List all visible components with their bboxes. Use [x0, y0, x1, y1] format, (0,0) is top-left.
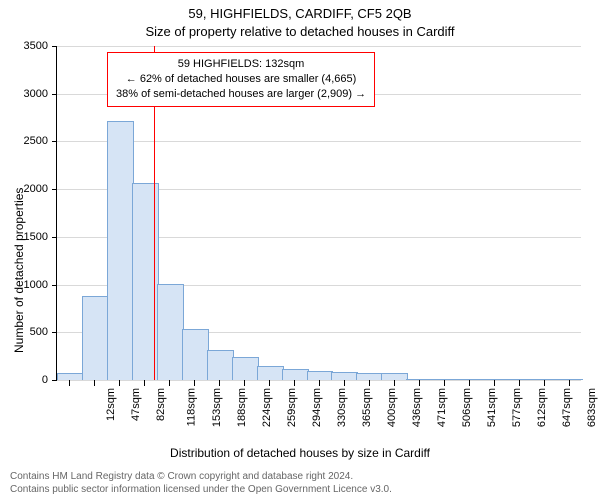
x-tick-mark — [444, 380, 445, 386]
x-tick-mark — [519, 380, 520, 386]
x-tick-label: 118sqm — [186, 388, 198, 426]
y-tick-mark — [52, 380, 57, 381]
annotation-line: ← 62% of detached houses are smaller (4,… — [116, 72, 366, 87]
histogram-bar — [282, 369, 309, 380]
x-tick-label: 82sqm — [155, 388, 167, 421]
x-tick-label: 577sqm — [511, 388, 523, 427]
x-tick-mark — [344, 380, 345, 386]
histogram-bar — [207, 350, 234, 380]
histogram-bar — [381, 373, 408, 380]
x-tick-label: 294sqm — [311, 388, 323, 427]
footer-line1: Contains HM Land Registry data © Crown c… — [10, 470, 392, 483]
x-tick-label: 471sqm — [436, 388, 448, 427]
x-tick-mark — [569, 380, 570, 386]
x-tick-mark — [219, 380, 220, 386]
y-tick-label: 3000 — [18, 88, 48, 100]
histogram-bar — [481, 379, 508, 380]
x-tick-mark — [494, 380, 495, 386]
y-tick-label: 3500 — [18, 40, 48, 52]
histogram-bar — [406, 379, 433, 380]
x-tick-label: 647sqm — [561, 388, 573, 427]
x-tick-mark — [169, 380, 170, 386]
x-tick-mark — [469, 380, 470, 386]
figure-title-line1: 59, HIGHFIELDS, CARDIFF, CF5 2QB — [0, 6, 600, 21]
x-tick-label: 330sqm — [336, 388, 348, 427]
histogram-bar — [356, 373, 383, 380]
x-tick-mark — [319, 380, 320, 386]
histogram-bar — [257, 366, 284, 380]
annotation-line: 38% of semi-detached houses are larger (… — [116, 87, 366, 102]
y-tick-label: 500 — [18, 326, 48, 338]
x-tick-mark — [244, 380, 245, 386]
y-tick-label: 1500 — [18, 231, 48, 243]
x-tick-label: 153sqm — [211, 388, 223, 427]
x-tick-label: 541sqm — [486, 388, 498, 427]
x-tick-mark — [294, 380, 295, 386]
x-tick-mark — [194, 380, 195, 386]
histogram-bar — [107, 121, 134, 380]
histogram-bar — [456, 379, 483, 380]
x-tick-mark — [69, 380, 70, 386]
x-tick-label: 259sqm — [286, 388, 298, 427]
histogram-bar — [331, 372, 358, 380]
figure-container: 59, HIGHFIELDS, CARDIFF, CF5 2QB Size of… — [0, 0, 600, 500]
histogram-bar — [531, 379, 558, 380]
x-tick-label: 400sqm — [386, 388, 398, 427]
x-tick-mark — [544, 380, 545, 386]
y-tick-label: 0 — [18, 374, 48, 386]
histogram-bar — [556, 379, 583, 380]
histogram-bar — [506, 379, 533, 380]
x-tick-label: 188sqm — [236, 388, 248, 427]
x-tick-label: 365sqm — [361, 388, 373, 427]
histogram-bar — [182, 329, 209, 380]
x-tick-mark — [269, 380, 270, 386]
histogram-bar — [307, 371, 334, 380]
histogram-bar — [232, 357, 259, 380]
x-tick-mark — [119, 380, 120, 386]
x-tick-label: 47sqm — [130, 388, 142, 421]
figure-title-line2: Size of property relative to detached ho… — [0, 24, 600, 39]
histogram-bar — [57, 373, 84, 380]
x-tick-label: 506sqm — [461, 388, 473, 427]
histogram-bar — [82, 296, 109, 380]
plot-area: 59 HIGHFIELDS: 132sqm← 62% of detached h… — [56, 46, 581, 381]
histogram-bar — [431, 379, 458, 380]
x-tick-label: 436sqm — [411, 388, 423, 427]
x-tick-mark — [369, 380, 370, 386]
x-tick-label: 224sqm — [261, 388, 273, 427]
x-tick-mark — [419, 380, 420, 386]
x-tick-label: 612sqm — [536, 388, 548, 427]
x-tick-mark — [394, 380, 395, 386]
footer-line2: Contains public sector information licen… — [10, 483, 392, 496]
x-tick-label: 683sqm — [586, 388, 598, 427]
y-tick-label: 2500 — [18, 135, 48, 147]
x-axis-label: Distribution of detached houses by size … — [0, 446, 600, 460]
x-tick-mark — [94, 380, 95, 386]
attribution-footer: Contains HM Land Registry data © Crown c… — [10, 470, 392, 496]
y-tick-label: 1000 — [18, 279, 48, 291]
y-tick-label: 2000 — [18, 183, 48, 195]
annotation-box: 59 HIGHFIELDS: 132sqm← 62% of detached h… — [107, 52, 375, 107]
histogram-bar — [157, 284, 184, 380]
x-tick-mark — [144, 380, 145, 386]
x-tick-label: 12sqm — [106, 388, 118, 421]
annotation-line: 59 HIGHFIELDS: 132sqm — [116, 57, 366, 72]
